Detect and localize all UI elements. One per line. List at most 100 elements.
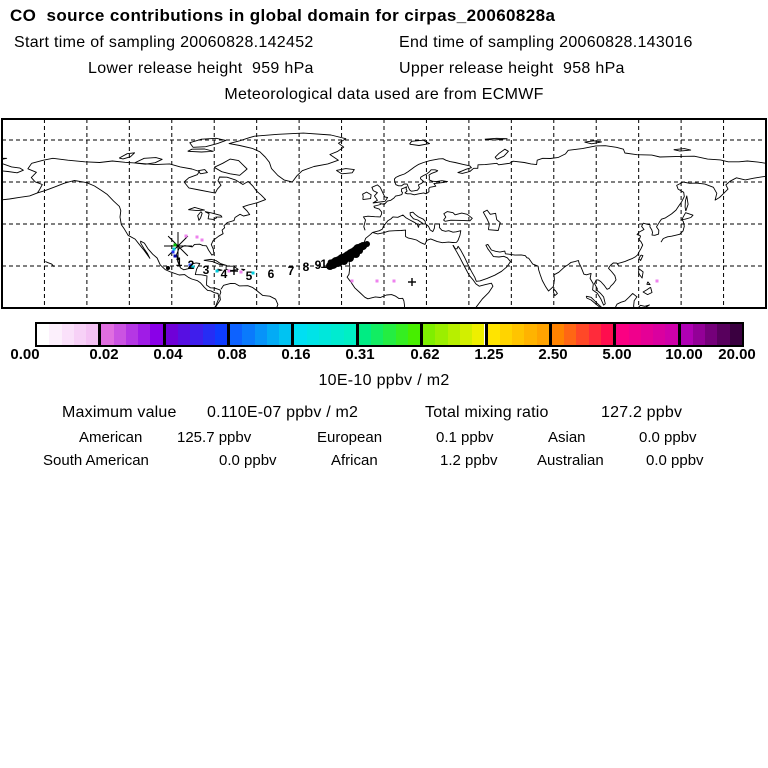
coastline-path — [197, 211, 203, 221]
colorbar-cell — [254, 324, 267, 345]
colorbar-cell — [616, 324, 629, 345]
page-title: CO source contributions in global domain… — [10, 6, 556, 25]
colorbar — [35, 322, 744, 347]
colorbar-cell — [487, 324, 500, 345]
concentration-speck — [215, 269, 219, 273]
colorbar-cell — [499, 324, 513, 345]
map-content: 12345678910 — [2, 119, 766, 308]
colorbar-tick-label: 5.00 — [602, 346, 632, 363]
concentration-speck — [227, 269, 231, 273]
coastline-path — [241, 268, 246, 271]
region-value: 0.0 ppbv — [219, 452, 277, 469]
coastline-path — [646, 281, 651, 286]
region-value: 125.7 ppbv — [177, 429, 252, 446]
colorbar-cell — [640, 324, 654, 345]
concentration-speck — [172, 247, 176, 251]
colorbar-tick-label: 0.02 — [89, 346, 119, 363]
colorbar-cell — [306, 324, 319, 345]
coastline-path — [584, 140, 602, 145]
concentration-speck — [200, 238, 204, 242]
colorbar-cell — [576, 324, 589, 345]
colorbar-cell — [407, 324, 421, 345]
colorbar-tick-label: 0.00 — [10, 346, 40, 363]
coastline-path — [371, 184, 389, 204]
region-name: Asian — [548, 429, 586, 446]
track-hour-number: 5 — [246, 269, 253, 283]
colorbar-cell — [331, 324, 344, 345]
colorbar-cell — [202, 324, 215, 345]
colorbar-cell — [371, 324, 384, 345]
colorbar-cell — [86, 324, 99, 345]
coastline-path — [2, 163, 24, 174]
colorbar-cell — [395, 324, 408, 345]
coastline-path — [188, 206, 205, 212]
coastline-path — [452, 175, 766, 306]
region-value: 1.2 ppbv — [440, 452, 498, 469]
colorbar-tick-label: 0.16 — [281, 346, 311, 363]
colorbar-cell — [680, 324, 693, 345]
track-hour-number: 3 — [203, 263, 210, 277]
colorbar-segment — [98, 324, 163, 345]
colorbar-tick-label: 10.00 — [665, 346, 703, 363]
colorbar-segment — [291, 324, 356, 345]
coastline-path — [673, 148, 692, 152]
track-hour-number: 4 — [221, 267, 228, 281]
colorbar-cell — [447, 324, 460, 345]
lower-release-label: Lower release height 959 hPa — [88, 60, 314, 77]
coastline-path — [45, 261, 55, 268]
colorbar-cell — [729, 324, 742, 345]
coastline-path — [614, 293, 638, 308]
coastline-path — [228, 132, 347, 183]
colorbar-segment — [162, 324, 228, 345]
coastline-path — [225, 265, 239, 271]
start-time-label: Start time of sampling 20060828.142452 — [14, 34, 314, 51]
region-name: European — [317, 429, 383, 446]
coastline-path — [197, 169, 208, 175]
colorbar-cell — [61, 324, 74, 345]
coastline-path — [31, 157, 267, 308]
coastline-path — [553, 288, 558, 297]
coastline-path — [638, 254, 644, 261]
colorbar-cell — [138, 324, 151, 345]
colorbar-cell — [524, 324, 537, 345]
track-hour-number: 1 — [176, 255, 183, 269]
concentration-speck — [184, 234, 188, 238]
colorbar-cell — [692, 324, 706, 345]
region-value: 0.0 ppbv — [639, 429, 697, 446]
coastline-path — [187, 148, 214, 153]
region-name: African — [331, 452, 378, 469]
colorbar-tick-label: 0.62 — [410, 346, 440, 363]
colorbar-cell — [230, 324, 243, 345]
coastline-path — [189, 137, 227, 148]
coastline-path — [346, 232, 406, 308]
max-value-label: Maximum value — [62, 404, 177, 421]
colorbar-cell — [472, 324, 485, 345]
colorbar-cell — [190, 324, 203, 345]
colorbar-segment — [548, 324, 614, 345]
colorbar-cell — [165, 324, 178, 345]
colorbar-cell — [512, 324, 525, 345]
coastline-path — [203, 258, 227, 266]
colorbar-segment — [677, 324, 742, 345]
colorbar-cell — [423, 324, 436, 345]
particle-cluster-dot — [340, 257, 348, 265]
coastline-path — [660, 212, 694, 243]
colorbar-tick-label: 1.25 — [474, 346, 504, 363]
colorbar-segment — [37, 324, 99, 345]
map-frame — [1, 118, 767, 309]
coastline-path — [27, 163, 220, 308]
coastline-path — [482, 209, 501, 231]
colorbar-cell — [653, 324, 666, 345]
region-value: 0.1 ppbv — [436, 429, 494, 446]
region-name: American — [79, 429, 143, 446]
particle-cluster-dot — [346, 254, 354, 262]
colorbar-segment — [227, 324, 292, 345]
track-hour-number: 8 — [303, 260, 310, 274]
colorbar-cell — [459, 324, 473, 345]
concentration-speck — [251, 271, 255, 275]
coastline-path — [362, 145, 766, 231]
particle-cluster-dot — [166, 266, 170, 270]
max-value: 0.110E-07 ppbv / m2 — [207, 404, 359, 421]
colorbar-cell — [318, 324, 332, 345]
